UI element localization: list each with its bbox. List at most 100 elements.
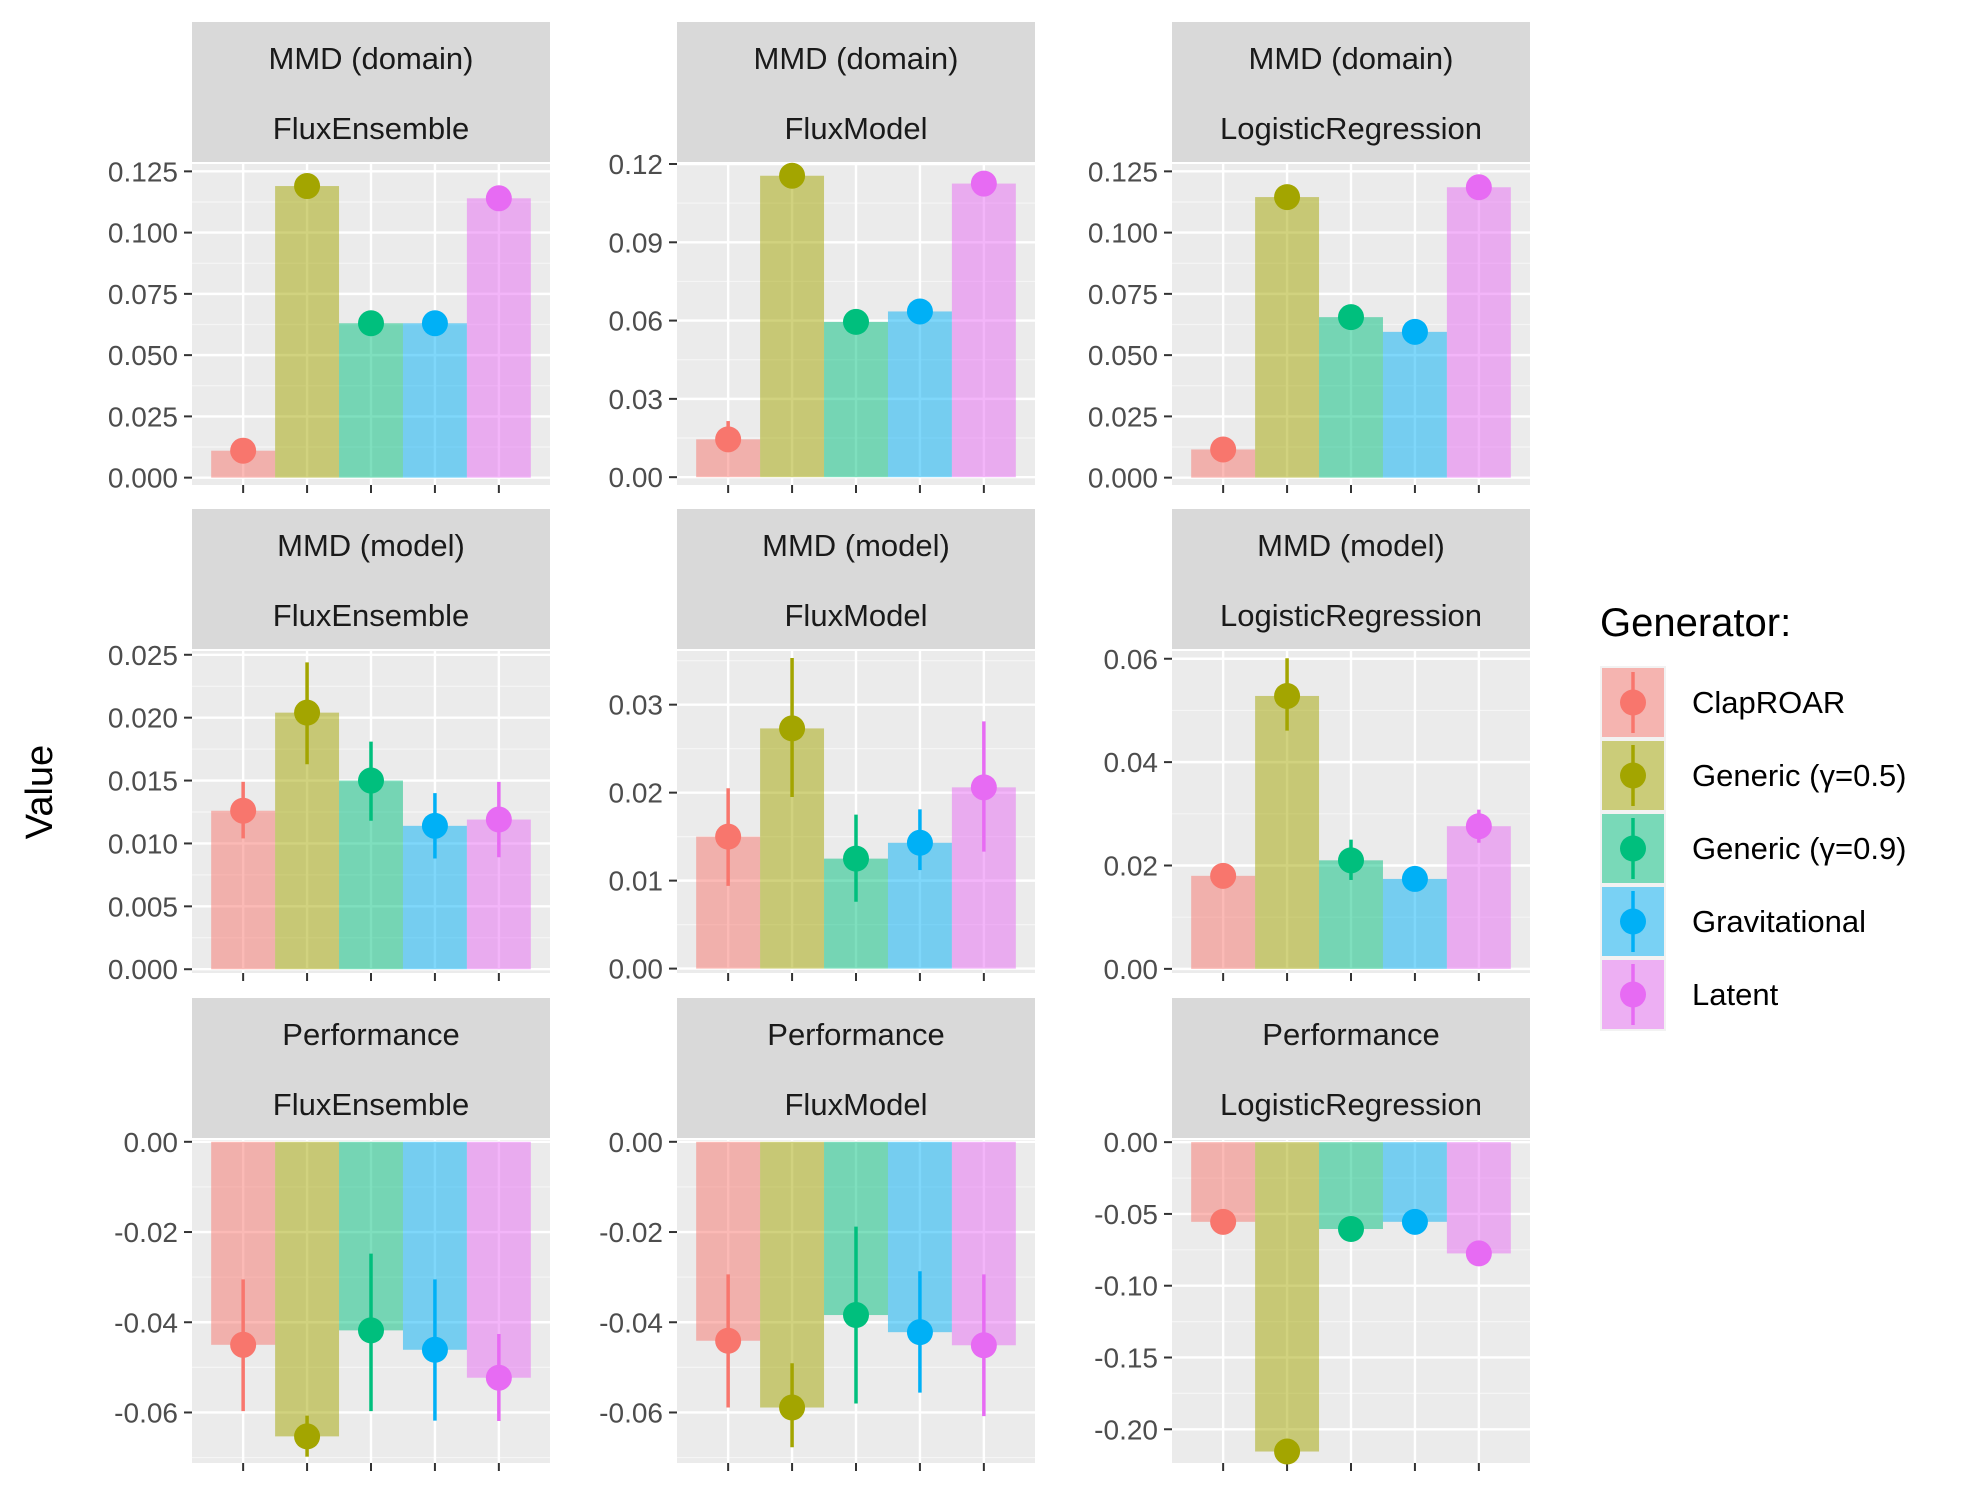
y-tick-label: 0.100 [108, 218, 178, 249]
strip-model-label: LogisticRegression [1220, 111, 1482, 146]
y-tick-label: 0.00 [609, 954, 664, 985]
y-tick-label: 0.00 [124, 1127, 179, 1158]
bar [1446, 826, 1511, 969]
strip-metric-label: Performance [767, 1017, 944, 1052]
bar [1191, 1142, 1256, 1222]
y-tick-label: -0.02 [114, 1217, 178, 1248]
data-point [1274, 682, 1301, 709]
strip-model-bg [677, 579, 1035, 649]
strip-metric-label: Performance [282, 1017, 459, 1052]
y-tick-label: 0.04 [1104, 747, 1159, 778]
data-point [715, 1327, 742, 1354]
strip-metric-label: MMD (model) [1257, 528, 1445, 563]
strip-model-bg [677, 92, 1035, 162]
legend-label: Gravitational [1692, 904, 1866, 939]
data-point [230, 437, 257, 464]
y-tick-label: -0.10 [1094, 1271, 1158, 1302]
strip-model-bg [192, 1068, 550, 1138]
y-tick-label: -0.04 [599, 1307, 663, 1338]
strip-metric-label: MMD (domain) [754, 41, 959, 76]
strip-metric-bg [677, 509, 1035, 579]
y-tick-label: -0.15 [1094, 1342, 1158, 1373]
y-tick-label: 0.00 [1104, 954, 1159, 985]
data-point [485, 1364, 512, 1391]
y-tick-label: 0.06 [1104, 644, 1159, 675]
panel-mmd-domain-fluxmodel: MMD (domain) FluxModel 0.00 0.03 0.06 0.09 0.1… [609, 22, 1035, 493]
data-point [1338, 847, 1364, 874]
strip-metric-bg [677, 22, 1035, 92]
legend-items: ClapROAR Generic (γ=0.5) Generic (γ=0.9) Gr… [1600, 666, 1907, 1031]
y-tick-label: 0.000 [108, 954, 178, 985]
data-point [1465, 1240, 1492, 1267]
y-tick-label: 0.01 [609, 866, 664, 897]
bar [339, 323, 403, 478]
strip-model-bg [1172, 92, 1530, 162]
data-point [779, 162, 806, 189]
bar [1319, 317, 1383, 478]
data-point [970, 1332, 997, 1359]
bar [1255, 1142, 1320, 1452]
strip-model-label: FluxModel [785, 1087, 928, 1122]
y-tick-label: 0.12 [609, 149, 664, 180]
y-tick-label: 0.03 [609, 384, 664, 415]
data-point [1338, 304, 1364, 331]
legend-key-point [1620, 908, 1646, 935]
bar [1255, 197, 1320, 478]
data-point [1210, 436, 1237, 463]
strip-model-label: LogisticRegression [1220, 1087, 1482, 1122]
legend-label: Generic (γ=0.9) [1692, 831, 1907, 866]
bar [1382, 878, 1447, 969]
legend-item: Generic (γ=0.5) [1600, 739, 1907, 812]
strip-metric-bg [192, 509, 550, 579]
strip-metric-bg [1172, 22, 1530, 92]
legend-title: Generator: [1600, 601, 1791, 645]
strip-metric-label: MMD (domain) [269, 41, 474, 76]
y-axis-label: Value [19, 745, 61, 839]
data-point [358, 1317, 384, 1344]
strip-model-label: FluxEnsemble [273, 1087, 469, 1122]
bar [1255, 695, 1320, 969]
chart-panels: MMD (domain) FluxEnsemble 0.000 0.025 0.050 0… [108, 22, 1530, 1471]
legend-key-point [1620, 835, 1646, 862]
panel-mmd-domain-fluxensemble: MMD (domain) FluxEnsemble 0.000 0.025 0.050 0… [108, 22, 550, 494]
data-point [906, 298, 933, 325]
legend-label: ClapROAR [1692, 685, 1845, 720]
y-tick-label: 0.050 [1088, 340, 1158, 371]
y-tick-label: 0.075 [108, 279, 178, 310]
bar [760, 1141, 825, 1408]
data-point [294, 1423, 321, 1450]
y-tick-label: 0.000 [1088, 463, 1158, 494]
panel-performancelogisticregression: Performance LogisticRegression 0.00 -0.05 -0… [1094, 998, 1530, 1471]
data-point [1465, 174, 1492, 201]
strip-model-label: FluxModel [785, 598, 928, 633]
data-point [715, 823, 742, 850]
panel-mmd-model-logisticregression: MMD (model) LogisticRegression 0.00 0.02 0.0… [1104, 509, 1530, 985]
strip-metric-label: MMD (model) [277, 528, 465, 563]
strip-model-bg [192, 579, 550, 649]
legend-label: Generic (γ=0.5) [1692, 758, 1907, 793]
y-tick-label: 0.015 [108, 766, 178, 797]
data-point [1465, 813, 1492, 840]
data-point [485, 185, 512, 212]
y-tick-label: -0.04 [114, 1307, 178, 1338]
data-point [1210, 862, 1237, 889]
bar [760, 175, 825, 478]
strip-model-label: FluxEnsemble [273, 111, 469, 146]
strip-metric-label: MMD (model) [762, 528, 950, 563]
panel-performancefluxensemble: Performance FluxEnsemble 0.00 -0.02 -0.04 -0.… [114, 998, 550, 1471]
bar [402, 323, 467, 478]
data-point [715, 426, 742, 453]
y-tick-label: 0.09 [609, 227, 664, 258]
strip-model-label: LogisticRegression [1220, 598, 1482, 633]
bar [1382, 331, 1447, 478]
bar [1446, 187, 1511, 478]
data-point [906, 1319, 933, 1346]
y-tick-label: 0.000 [108, 463, 178, 494]
y-tick-label: 0.00 [609, 462, 664, 493]
strip-model-bg [1172, 579, 1530, 649]
y-tick-label: 0.025 [108, 640, 178, 671]
strip-metric-bg [192, 998, 550, 1068]
legend-item: Gravitational [1600, 885, 1866, 958]
bar [1319, 1142, 1383, 1230]
strip-model-label: FluxModel [785, 111, 928, 146]
